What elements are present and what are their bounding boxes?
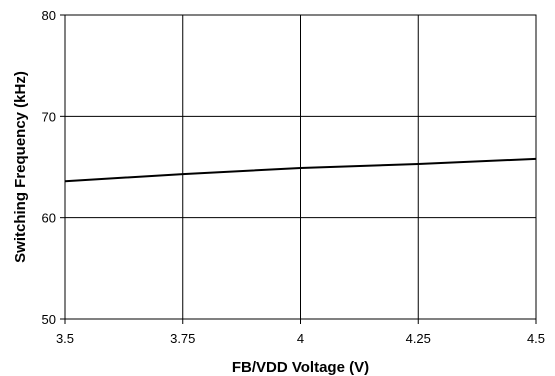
y-axis-title: Switching Frequency (kHz) [12, 71, 29, 263]
series-group [64, 157, 537, 183]
y-tick-label: 70 [42, 109, 56, 124]
x-tick-label: 4 [297, 331, 304, 346]
x-tick-labels: 3.5 3.75 4 4.25 4.5 [56, 331, 545, 346]
x-tick-label: 4.25 [406, 331, 431, 346]
y-tick-labels: 50 60 70 80 [42, 8, 56, 327]
y-tick-label: 80 [42, 8, 56, 23]
series-line [64, 157, 537, 183]
plot-area-frame [64, 14, 537, 320]
x-tick-label: 3.5 [56, 331, 74, 346]
x-tick-label: 3.75 [170, 331, 195, 346]
grid-lines [60, 14, 537, 324]
x-axis-title: FB/VDD Voltage (V) [232, 359, 369, 376]
x-tick-label: 4.5 [527, 331, 545, 346]
y-tick-label: 50 [42, 312, 56, 327]
y-tick-label: 60 [42, 211, 56, 226]
